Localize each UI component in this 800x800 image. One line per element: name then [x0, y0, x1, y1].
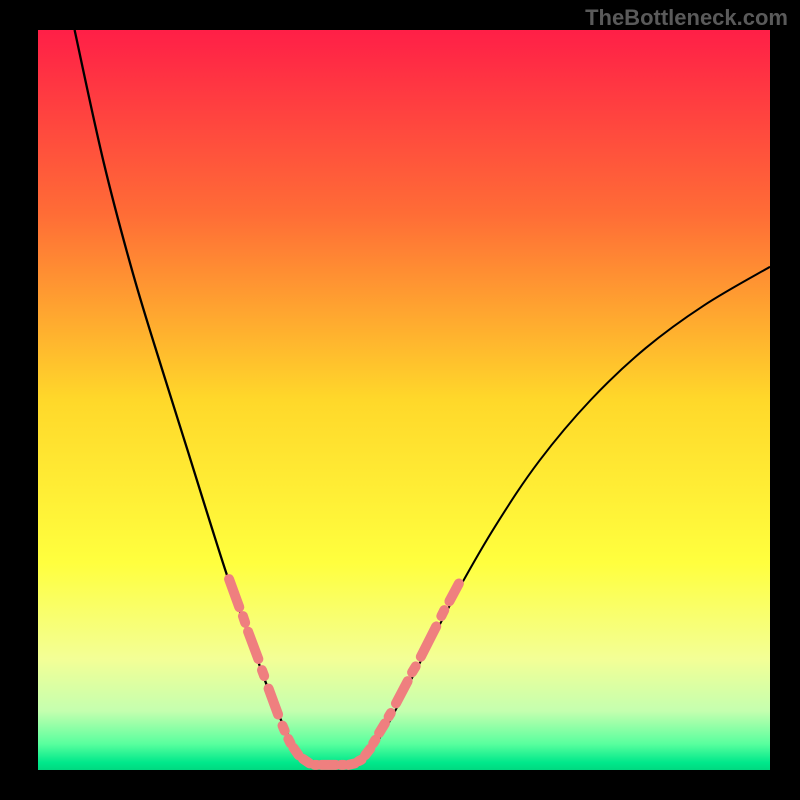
bottleneck-chart — [38, 30, 770, 770]
chart-svg — [38, 30, 770, 770]
watermark-text: TheBottleneck.com — [585, 5, 788, 31]
